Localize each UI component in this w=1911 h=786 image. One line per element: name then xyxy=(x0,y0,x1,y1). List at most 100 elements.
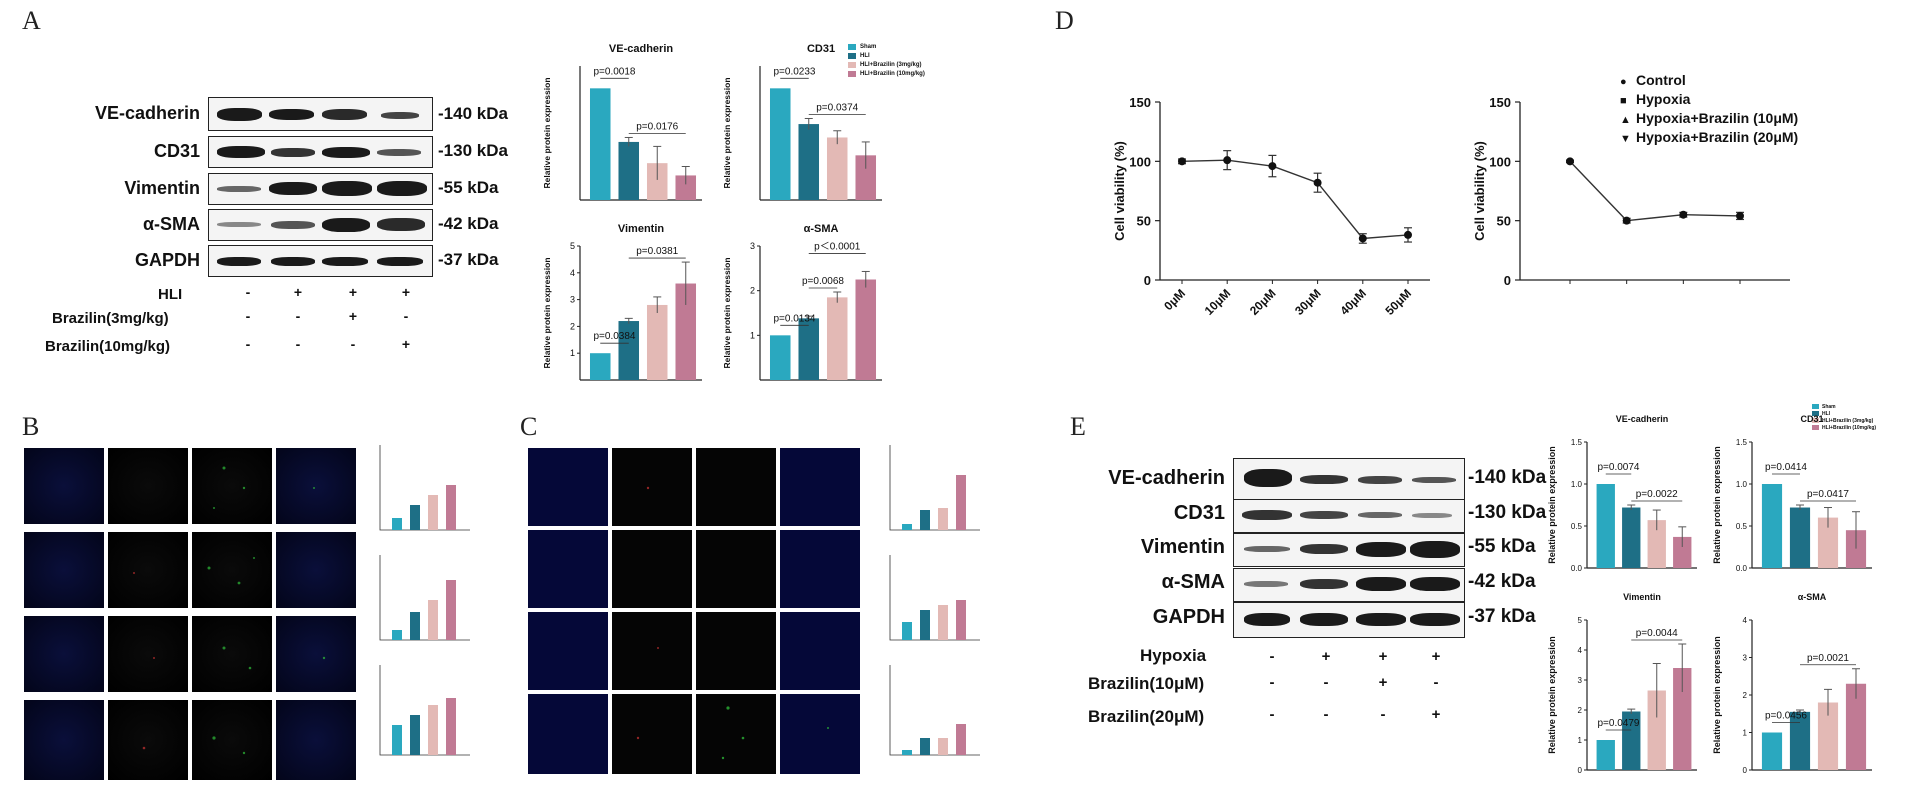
kda-marker: -37 kDa xyxy=(438,250,499,269)
bar xyxy=(1622,507,1641,568)
y-tick-label: 2 xyxy=(750,286,755,296)
p-value: p=0.0374 xyxy=(816,102,858,113)
chart-e-vimentin: Vimentin Relative protein expression 0 1 2 3 4… xyxy=(1547,592,1697,775)
bar xyxy=(826,297,848,380)
legend-entry: HLI+Brazilin (10mg/kg) xyxy=(860,70,925,77)
data-point xyxy=(1404,230,1412,239)
y-axis-label: Relative protein expression xyxy=(722,77,732,188)
chart-d-dose-response: Cell viability (%) 0 50 100 150 0μM 10μM 20μM 30… xyxy=(1112,95,1430,318)
y-tick-label: 0.5 xyxy=(1736,522,1748,531)
chart-title: Vimentin xyxy=(1623,592,1661,602)
y-tick-label: 0 xyxy=(1743,766,1748,775)
y-tick-label: 4 xyxy=(1743,616,1748,625)
bar xyxy=(1817,702,1839,770)
y-tick-label: 1.0 xyxy=(1736,480,1748,489)
panel-label-d: D xyxy=(1055,6,1074,35)
legend-entry: HLI xyxy=(1822,410,1831,417)
bar xyxy=(618,321,640,380)
kda-marker: -37 kDa xyxy=(1468,606,1536,627)
treatment-sign: - xyxy=(245,308,251,324)
y-tick-label: 4 xyxy=(570,268,575,278)
chart-e-cd31: CD31 Relative protein expression 0.0 0.5 1.0… xyxy=(1712,414,1872,573)
y-axis-label: Cell viability (%) xyxy=(1112,141,1127,241)
treatment-sign: + xyxy=(1431,648,1441,665)
data-point xyxy=(1358,234,1367,243)
treatment-sign: - xyxy=(1433,674,1439,691)
treatment-sign: - xyxy=(295,308,301,324)
p-value: p=0.0018 xyxy=(594,66,636,77)
bar xyxy=(1761,732,1783,770)
treatment-label: Hypoxia xyxy=(1140,646,1207,665)
chart-a-ve-cadherin: VE-cadherin Relative protein expression p=… xyxy=(542,43,702,201)
blot-strip-ve-cadherin xyxy=(208,97,433,131)
chart-a-vimentin: Vimentin Relative protein expression 1 2 3 4 5… xyxy=(542,223,702,381)
bar xyxy=(1647,520,1666,568)
x-tick-label: 10μM xyxy=(1202,286,1234,318)
blot-strip-gapdh xyxy=(208,245,433,277)
bar xyxy=(589,353,611,380)
legend-e: Sham HLI HLI+Brazilin (3mg/kg) HLI+Brazi… xyxy=(1812,403,1876,431)
chart-title: CD31 xyxy=(1800,414,1823,424)
treatment-sign: - xyxy=(1323,706,1329,723)
y-tick-label: 0.0 xyxy=(1736,564,1748,573)
treatment-sign: - xyxy=(350,336,356,352)
y-tick-label: 2 xyxy=(1743,691,1748,700)
y-tick-label: 150 xyxy=(1129,95,1151,110)
treatment-sign: + xyxy=(401,336,411,352)
y-axis-label: Relative protein expression xyxy=(1712,636,1722,754)
kda-marker: -130 kDa xyxy=(438,141,508,160)
p-value: p=0.0068 xyxy=(802,276,844,287)
bar xyxy=(1845,683,1867,770)
p-value: p=0.0233 xyxy=(774,66,816,77)
legend-entry: HLI+Brazilin (3mg/kg) xyxy=(1822,417,1874,424)
bar xyxy=(855,279,877,380)
bar xyxy=(646,163,668,200)
chart-a-cd31: CD31 Relative protein expression p=0.0233 p… xyxy=(722,43,882,201)
p-value: p=0.0381 xyxy=(636,246,678,257)
panel-label-b: B xyxy=(22,412,40,441)
chart-title: VE-cadherin xyxy=(1616,414,1669,424)
blot-strip-asma xyxy=(208,209,433,241)
legend-entry: HLI+Brazilin (10mg/kg) xyxy=(1822,424,1877,431)
p-value: p＜0.0001 xyxy=(814,241,861,252)
series-line xyxy=(1569,160,1741,222)
microscopy-grid-c xyxy=(528,448,860,774)
treatment-sign: - xyxy=(1269,648,1275,665)
treatment-sign: + xyxy=(1378,648,1388,665)
p-value: p=0.0074 xyxy=(1598,462,1640,473)
y-tick-label: 0 xyxy=(1144,273,1151,288)
panel-label-a: A xyxy=(22,6,41,35)
p-value: p=0.0021 xyxy=(1807,653,1849,664)
y-tick-label: 1 xyxy=(570,348,575,358)
y-axis-label: Relative protein expression xyxy=(1712,446,1722,564)
legend-entry: Hypoxia+Brazilin (10μM) xyxy=(1636,110,1798,126)
legend-marker: ▲ xyxy=(1620,114,1631,126)
bar xyxy=(1673,668,1692,770)
y-tick-label: 3 xyxy=(570,295,575,305)
y-tick-label: 1 xyxy=(750,330,755,340)
blot-strip-cd31 xyxy=(208,136,433,168)
blot-strip-vimentin xyxy=(208,173,433,205)
series-line xyxy=(1181,159,1409,240)
bar xyxy=(1789,507,1811,568)
chart-d-hypoxia: Cell viability (%) 0 50 100 150 ● Control ■ Hypo… xyxy=(1472,72,1798,288)
blot-label: GAPDH xyxy=(134,250,200,270)
chart-title: α-SMA xyxy=(1798,592,1827,602)
data-point xyxy=(1622,216,1631,225)
legend-entry: Control xyxy=(1636,72,1686,88)
blot-strip-ve-cadherin xyxy=(1233,458,1465,500)
treatment-sign: + xyxy=(1431,706,1441,723)
kda-marker: -140 kDa xyxy=(1468,467,1547,488)
y-tick-label: 5 xyxy=(1578,616,1583,625)
x-tick-label: 0μM xyxy=(1161,286,1188,313)
bar xyxy=(826,137,848,200)
blot-label: α-SMA xyxy=(1161,571,1225,593)
y-tick-label: 0.0 xyxy=(1571,564,1583,573)
chart-a-asma: α-SMA Relative protein expression 1 2 3 p=0.0… xyxy=(722,223,882,381)
bar xyxy=(589,88,611,200)
y-tick-label: 50 xyxy=(1137,214,1151,229)
legend-entry: Hypoxia xyxy=(1636,91,1691,107)
data-point xyxy=(1679,210,1688,219)
blot-label: VE-cadherin xyxy=(1108,467,1225,489)
bar xyxy=(1789,711,1811,770)
